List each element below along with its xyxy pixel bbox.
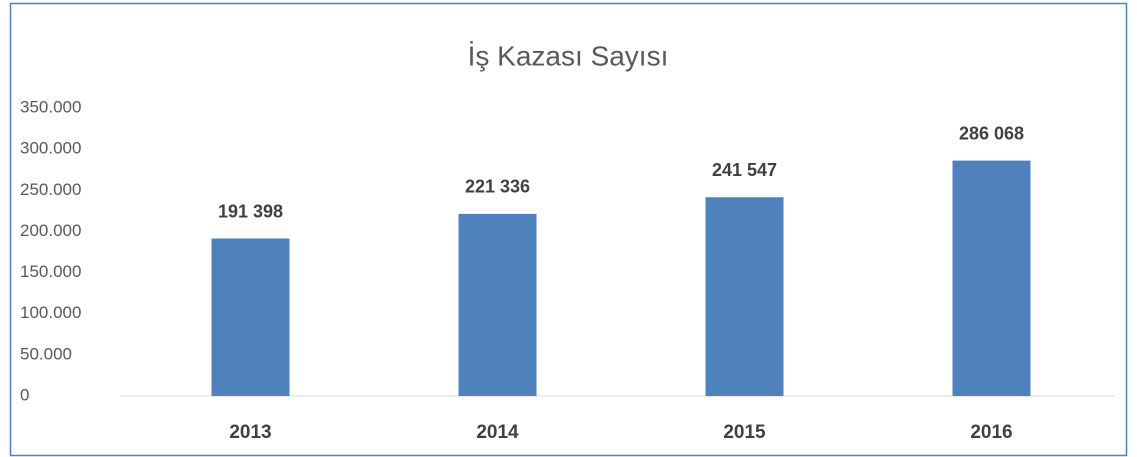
y-tick-label: 100.000	[20, 303, 81, 322]
y-tick-label: 50.000	[20, 344, 72, 363]
bar	[211, 238, 290, 396]
y-tick-label: 150.000	[20, 262, 81, 281]
x-tick-label: 2015	[723, 422, 766, 443]
x-tick-label: 2014	[476, 422, 519, 443]
bar	[705, 197, 784, 396]
bar	[458, 213, 537, 396]
y-tick-label: 250.000	[20, 180, 81, 199]
data-label: 221 336	[465, 177, 530, 197]
data-label: 286 068	[959, 123, 1024, 143]
x-tick-label: 2013	[229, 422, 271, 443]
chart-frame	[9, 2, 1128, 457]
y-tick-label: 200.000	[20, 221, 81, 240]
y-tick-label: 0	[20, 385, 29, 404]
y-tick-label: 350.000	[20, 97, 81, 116]
bar	[952, 160, 1031, 396]
chart-title: İş Kazası Sayısı	[468, 40, 669, 71]
x-tick-label: 2016	[970, 422, 1012, 443]
y-tick-label: 300.000	[20, 139, 81, 158]
data-label: 241 547	[712, 160, 777, 180]
data-label: 191 398	[218, 201, 283, 221]
